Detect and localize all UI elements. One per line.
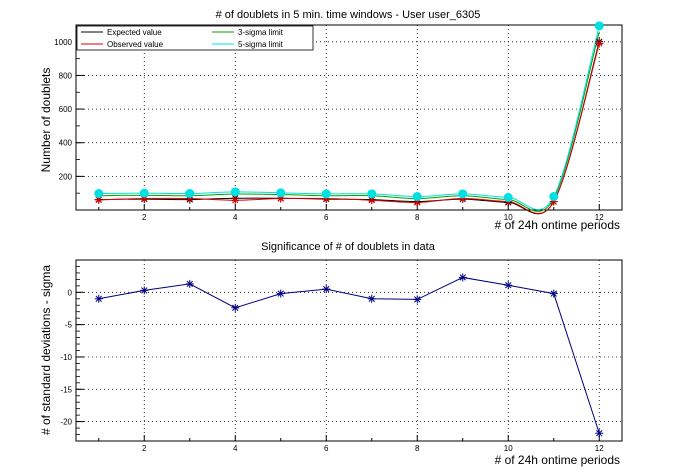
- doublets-x-tick-label: 6: [324, 213, 329, 222]
- significance-point: [140, 286, 149, 295]
- doublets-point: [458, 189, 468, 199]
- significance-x-ticks: 2 4 6 8 10 12: [98, 435, 604, 453]
- doublets-point: [549, 192, 559, 202]
- significance-x-tick-label: 6: [324, 444, 329, 453]
- doublets-x-axis-title: # of 24h ontime periods: [495, 218, 620, 232]
- doublets-x-tick-label: 12: [595, 213, 604, 222]
- doublets-y-tick-label: 600: [59, 105, 73, 114]
- significance-series-line-0: [98, 276, 600, 434]
- significance-x-tick-label: 10: [504, 444, 513, 453]
- significance-point: [322, 285, 331, 294]
- doublets-series: [94, 21, 604, 215]
- significance-point: [367, 294, 376, 303]
- doublets-x-tick-label: 8: [415, 213, 420, 222]
- doublets-point: [230, 187, 240, 197]
- doublets-chart: # of doublets in 5 min. time windows - U…: [39, 9, 623, 232]
- significance-y-axis-title: # of standard deviations - sigma: [39, 265, 53, 435]
- significance-y-tick-label: -5: [65, 321, 73, 330]
- significance-y-tick-label: -15: [60, 385, 72, 394]
- doublets-point: [94, 189, 104, 199]
- doublets-point: [367, 189, 377, 199]
- significance-x-tick-label: 4: [233, 444, 238, 453]
- doublets-chart-title: # of doublets in 5 min. time windows - U…: [216, 9, 481, 21]
- significance-x-tick-label: 2: [142, 444, 147, 453]
- significance-point: [504, 281, 513, 290]
- significance-chart-title: Significance of # of doublets in data: [261, 241, 436, 253]
- doublets-point: [231, 196, 240, 205]
- doublets-point: [276, 188, 286, 198]
- significance-point: [94, 294, 103, 303]
- significance-point: [231, 303, 240, 312]
- legend: Expected value Observed value 3-sigma li…: [76, 25, 314, 51]
- doublets-grid: [76, 25, 622, 210]
- significance-series: [94, 273, 604, 438]
- doublets-y-tick-label: 800: [59, 71, 73, 80]
- doublets-x-ticks: 2 4 6 8 10 12: [98, 204, 604, 222]
- legend-box: [76, 25, 314, 51]
- doublets-point: [503, 192, 513, 202]
- doublets-point: [594, 21, 604, 31]
- significance-grid: [76, 260, 622, 441]
- significance-y-tick-label: -10: [60, 353, 72, 362]
- doublets-x-tick-label: 2: [142, 213, 147, 222]
- significance-y-tick-label: -20: [60, 418, 72, 427]
- significance-plot-frame: [75, 259, 623, 442]
- doublets-y-tick-label: 1000: [54, 38, 72, 47]
- significance-x-tick-label: 12: [595, 444, 604, 453]
- legend-label-expected: Expected value: [107, 28, 162, 37]
- significance-point: [595, 429, 604, 438]
- significance-y-ticks: 0 -5 -10 -15 -20: [60, 259, 84, 442]
- doublets-plot-frame: [75, 24, 623, 211]
- doublets-y-tick-label: 200: [59, 172, 73, 181]
- legend-label-observed: Observed value: [107, 40, 164, 49]
- doublets-point: [185, 189, 195, 199]
- doublets-point: [139, 188, 149, 198]
- significance-y-tick-label: 0: [68, 288, 73, 297]
- significance-x-tick-label: 8: [415, 444, 420, 453]
- doublets-y-axis-title: Number of doublets: [39, 68, 53, 173]
- doublets-point: [412, 192, 422, 202]
- doublets-point: [595, 39, 604, 48]
- doublets-y-ticks: 200 400 600 800 1000: [54, 24, 84, 211]
- significance-point: [458, 273, 467, 282]
- significance-x-axis-title: # of 24h ontime periods: [495, 453, 620, 467]
- doublets-x-tick-label: 10: [504, 213, 513, 222]
- significance-point: [185, 279, 194, 288]
- legend-label-3sigma: 3-sigma limit: [238, 28, 284, 37]
- doublets-point: [321, 189, 331, 199]
- significance-point: [276, 289, 285, 298]
- significance-chart: Significance of # of doublets in data 2 4…: [39, 241, 623, 467]
- doublets-y-tick-label: 400: [59, 139, 73, 148]
- significance-point: [413, 295, 422, 304]
- doublets-x-tick-label: 4: [233, 213, 238, 222]
- significance-point: [549, 289, 558, 298]
- legend-label-5sigma: 5-sigma limit: [238, 40, 284, 49]
